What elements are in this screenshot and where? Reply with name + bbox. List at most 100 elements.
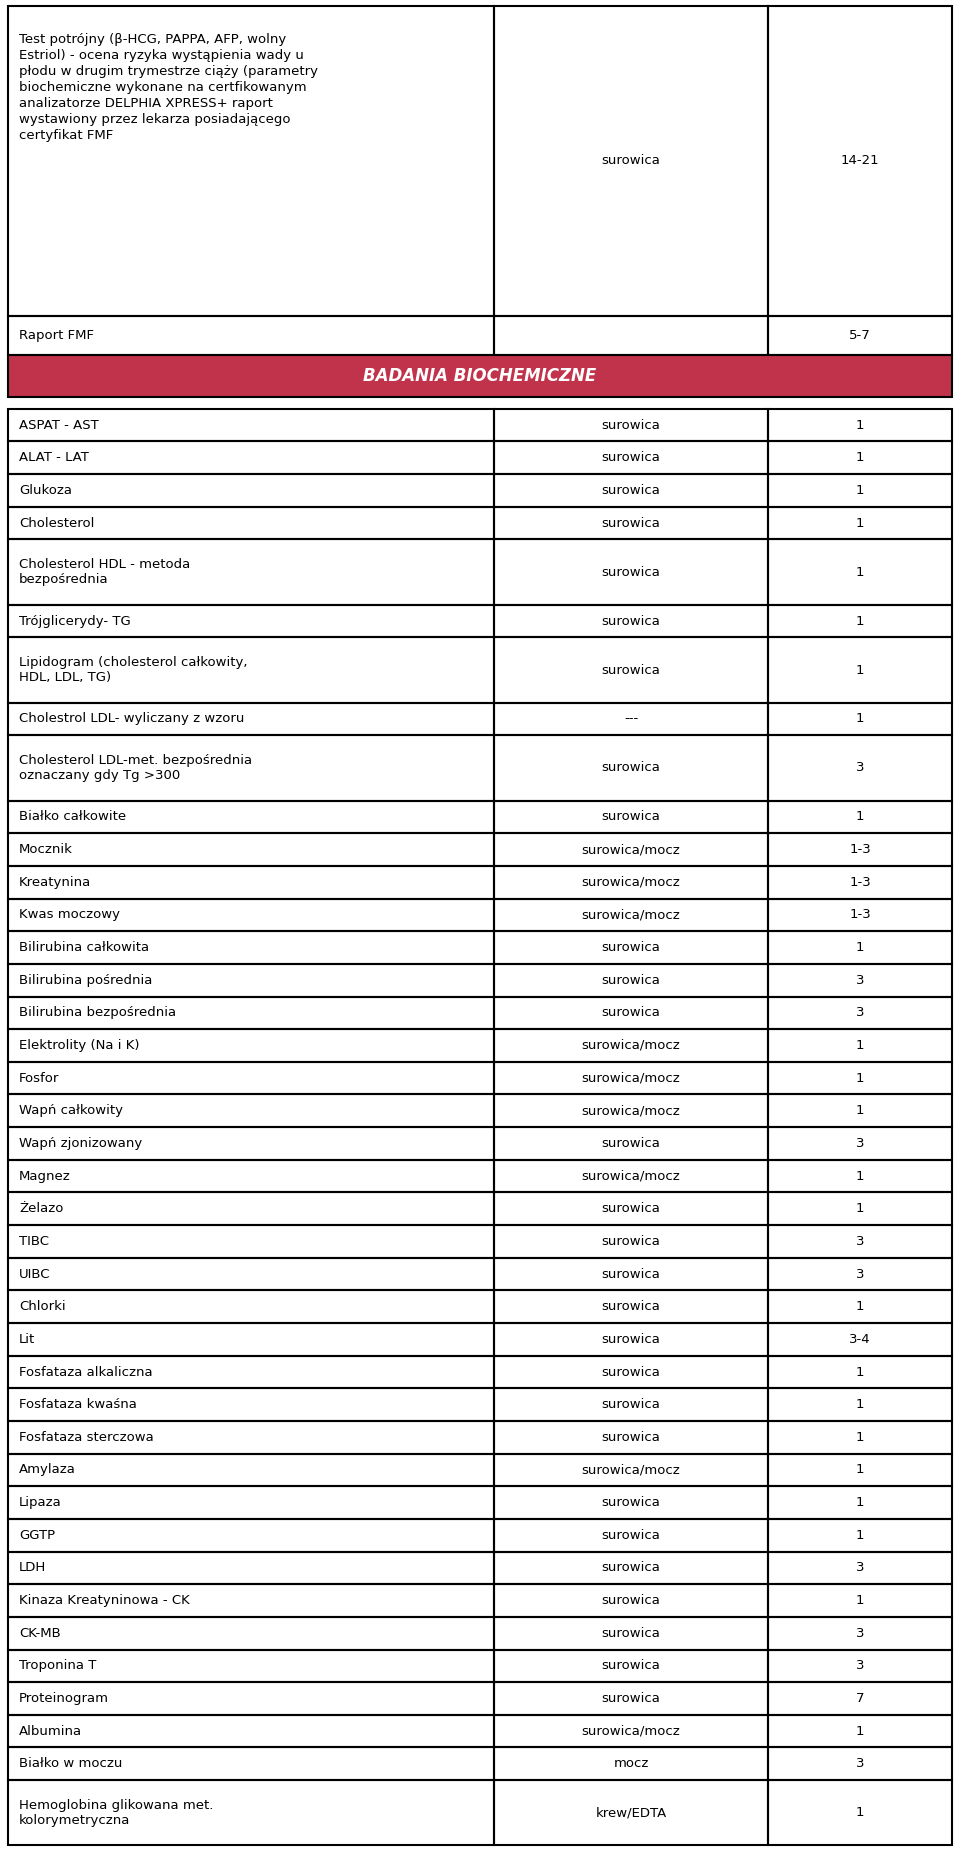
Text: Mocznik: Mocznik [19, 842, 73, 855]
Bar [8, 996, 494, 1029]
Text: 1: 1 [856, 940, 864, 953]
Text: surowica: surowica [602, 516, 660, 529]
Bar [8, 1127, 494, 1161]
Bar [768, 1323, 952, 1355]
Text: Cholesterol HDL - metoda
bezpośrednia: Cholesterol HDL - metoda bezpośrednia [19, 557, 190, 587]
Bar [8, 1094, 494, 1127]
Bar [768, 1649, 952, 1683]
Bar [8, 637, 494, 703]
Bar [494, 866, 768, 898]
Text: 1: 1 [856, 1594, 864, 1607]
Text: 1: 1 [856, 452, 864, 465]
Bar [8, 6, 494, 317]
Text: Hemoglobina glikowana met.
kolorymetryczna: Hemoglobina glikowana met. kolorymetrycz… [19, 1799, 213, 1827]
Text: Test potrójny (β-HCG, PAPPA, AFP, wolny
Estriol) - ocena ryzyka wystąpienia wady: Test potrójny (β-HCG, PAPPA, AFP, wolny … [19, 33, 318, 143]
Text: UIBC: UIBC [19, 1268, 51, 1281]
Text: Lit: Lit [19, 1333, 36, 1346]
Text: surowica: surowica [602, 1235, 660, 1248]
Text: 1: 1 [856, 1366, 864, 1379]
Bar [768, 1225, 952, 1257]
Bar [8, 507, 494, 539]
Bar [768, 1520, 952, 1551]
Bar [768, 539, 952, 605]
Bar [494, 1422, 768, 1453]
Bar [8, 1161, 494, 1192]
Bar [8, 539, 494, 605]
Text: LDH: LDH [19, 1562, 46, 1575]
Text: 1: 1 [856, 1431, 864, 1444]
Text: BADANIA BIOCHEMICZNE: BADANIA BIOCHEMICZNE [364, 366, 596, 385]
Text: 3: 3 [856, 1007, 864, 1020]
Text: surowica: surowica [602, 1658, 660, 1671]
Bar [8, 605, 494, 637]
Bar [8, 801, 494, 833]
Bar [494, 1355, 768, 1388]
Bar [768, 1257, 952, 1290]
Bar [8, 355, 952, 398]
Bar [768, 703, 952, 735]
Bar [494, 801, 768, 833]
Text: surowica: surowica [602, 1137, 660, 1149]
Text: 1: 1 [856, 1072, 864, 1085]
Text: surowica: surowica [602, 1268, 660, 1281]
Bar [8, 1486, 494, 1520]
Text: 1-3: 1-3 [850, 842, 871, 855]
Text: Cholesterol LDL-met. bezpośrednia
oznaczany gdy Tg >300: Cholesterol LDL-met. bezpośrednia oznacz… [19, 753, 252, 781]
Bar [768, 1355, 952, 1388]
Bar [768, 1029, 952, 1062]
Bar [768, 605, 952, 637]
Text: surowica/mocz: surowica/mocz [582, 1072, 681, 1085]
Text: 3: 3 [856, 1627, 864, 1640]
Bar [768, 1714, 952, 1747]
Bar [494, 1062, 768, 1094]
Text: 1: 1 [856, 1170, 864, 1183]
Text: surowica/mocz: surowica/mocz [582, 842, 681, 855]
Bar [494, 1127, 768, 1161]
Text: Fosfor: Fosfor [19, 1072, 60, 1085]
Text: Bilirubina bezpośrednia: Bilirubina bezpośrednia [19, 1007, 177, 1020]
Bar [494, 898, 768, 931]
Text: surowica: surowica [602, 452, 660, 465]
Bar [494, 1094, 768, 1127]
Bar [8, 735, 494, 801]
Text: 1: 1 [856, 1398, 864, 1410]
Text: Troponina T: Troponina T [19, 1658, 97, 1671]
Text: surowica: surowica [602, 1299, 660, 1312]
Bar [8, 1290, 494, 1323]
Text: surowica: surowica [602, 1529, 660, 1542]
Bar [768, 1453, 952, 1486]
Text: Elektrolity (Na i K): Elektrolity (Na i K) [19, 1038, 140, 1051]
Text: 3: 3 [856, 761, 864, 774]
Text: Raport FMF: Raport FMF [19, 329, 94, 342]
Bar [8, 1323, 494, 1355]
Bar [8, 1584, 494, 1618]
Bar [768, 317, 952, 355]
Text: surowica: surowica [602, 1007, 660, 1020]
Text: surowica: surowica [602, 483, 660, 496]
Bar [768, 801, 952, 833]
Bar [494, 1453, 768, 1486]
Text: ---: --- [624, 713, 638, 726]
Bar [494, 637, 768, 703]
Bar [768, 1290, 952, 1323]
Text: ASPAT - AST: ASPAT - AST [19, 418, 99, 431]
Bar [768, 1747, 952, 1781]
Text: Bilirubina pośrednia: Bilirubina pośrednia [19, 974, 153, 987]
Bar [8, 1618, 494, 1649]
Text: Wapń zjonizowany: Wapń zjonizowany [19, 1137, 142, 1149]
Bar [768, 1486, 952, 1520]
Text: surowica: surowica [602, 1333, 660, 1346]
Bar [494, 409, 768, 441]
Bar [768, 931, 952, 964]
Bar [8, 866, 494, 898]
Text: surowica: surowica [602, 1431, 660, 1444]
Text: 1: 1 [856, 1203, 864, 1216]
Text: Fosfataza alkaliczna: Fosfataza alkaliczna [19, 1366, 153, 1379]
Bar [494, 1649, 768, 1683]
Bar [8, 441, 494, 474]
Bar [8, 1453, 494, 1486]
Bar [768, 1192, 952, 1225]
Text: 1: 1 [856, 713, 864, 726]
Text: surowica: surowica [602, 566, 660, 579]
Text: 14-21: 14-21 [841, 154, 879, 167]
